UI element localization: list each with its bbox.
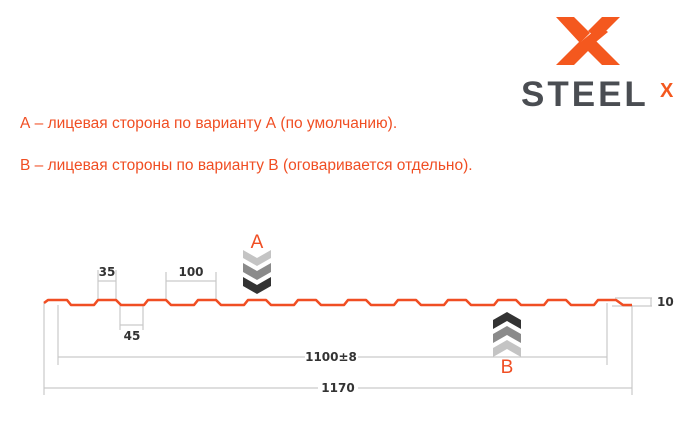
note-side-a: А – лицевая сторона по варианту А (по ум… bbox=[20, 115, 398, 132]
logo-text: STEEL bbox=[521, 75, 649, 114]
dim-total-width: 1170 bbox=[321, 381, 354, 395]
side-b-label: B bbox=[501, 357, 514, 378]
side-a-label: A bbox=[251, 232, 264, 253]
logo-superscript: X bbox=[660, 80, 674, 102]
chevrons-up-icon bbox=[493, 312, 521, 357]
dim-height: 10 bbox=[657, 295, 674, 309]
note-side-b: В – лицевая стороны по варианту В (огова… bbox=[20, 157, 473, 174]
dim-top-width: 35 bbox=[99, 265, 116, 279]
steelx-x-logo-icon bbox=[556, 17, 620, 65]
dim-working-width: 1100±8 bbox=[305, 350, 357, 364]
dimension-lines bbox=[43, 270, 652, 395]
dim-bottom-width: 45 bbox=[124, 329, 141, 343]
dim-pitch: 100 bbox=[178, 265, 203, 279]
chevrons-down-icon bbox=[243, 250, 271, 294]
corrugated-profile bbox=[43, 298, 632, 307]
